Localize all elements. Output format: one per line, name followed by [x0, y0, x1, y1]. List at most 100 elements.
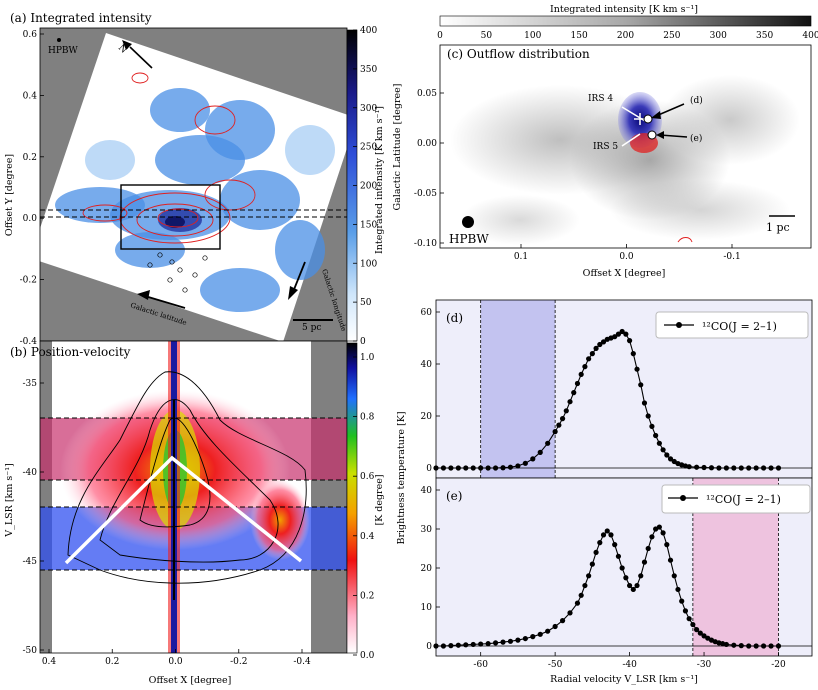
panel-d-data-point [716, 465, 722, 471]
panel-b: (b) Position-velocity V_LSR [km s⁻¹] Off… [4, 340, 385, 686]
panel-a-colorbar-tick: 100 [360, 259, 377, 269]
panel-c-colorbar-tick: 0 [437, 31, 443, 41]
panel-a-map-field [40, 33, 347, 341]
panel-d-data-point [753, 465, 759, 471]
panel-b-colorbar-tick: 0.2 [360, 591, 374, 601]
panel-e-xtick: -40 [622, 660, 637, 670]
panel-d-data-point [656, 440, 662, 446]
panel-c-xtick: 0.1 [514, 252, 528, 262]
panel-c-ytick: -0.10 [414, 239, 437, 249]
panel-e-data-point [619, 565, 625, 571]
panel-c-ytick: 0.00 [417, 139, 437, 149]
panel-a-colorbar-label: Integrated intensity [K km s⁻¹] [374, 106, 385, 254]
panel-e-data-point [671, 573, 677, 579]
panel-c-map [450, 75, 800, 245]
panel-c-scalebar-label: 1 pc [766, 221, 790, 234]
panel-a-title: (a) Integrated intensity [10, 11, 152, 25]
panel-d-data-point [653, 432, 659, 439]
panel-e-data-point [746, 643, 752, 649]
panel-c-hpbw: HPBW [449, 232, 489, 246]
panel-e-data-point [690, 621, 696, 628]
panel-c-ytick: 0.05 [417, 89, 437, 99]
panel-d-data-point [597, 341, 603, 348]
panel-c-colorbar-tick: 400 [802, 31, 818, 41]
panel-b-xtick: 0.2 [105, 657, 119, 667]
panel-e-data-point [649, 534, 655, 540]
panel-a-colorbar-tick: 350 [360, 65, 377, 75]
panel-c-colorbar-label: Integrated intensity [K km s⁻¹] [550, 4, 698, 15]
panel-e-data-point [723, 641, 729, 648]
panel-d-data-point [686, 464, 692, 470]
panel-a-colorbar-tick: 250 [360, 143, 377, 153]
panel-d-data-point [440, 465, 447, 471]
panel-e: (e) ¹²CO(J = 2–1) 0 10 20 30 40 -60 -50 -40 -30… [421, 477, 813, 670]
panel-e-ytick: 0 [426, 642, 432, 652]
panel-d-data-point [567, 399, 573, 405]
panel-e-data-point [701, 633, 707, 639]
panel-d-data-point [634, 366, 640, 372]
panel-d-data-point [455, 465, 461, 471]
panel-e-data-point [753, 643, 759, 649]
panel-e-data-point [500, 639, 506, 645]
panel-e-data-point [679, 598, 685, 604]
panel-c-ylabel: Galactic Latitude [degree] [392, 84, 403, 211]
panel-e-data-point [612, 542, 618, 548]
panel-e-data-point [608, 532, 614, 538]
irs5-label: IRS 5 [593, 142, 618, 152]
panel-d-data-point [586, 356, 592, 362]
panel-d-data-point [574, 380, 581, 387]
pv-contours [67, 371, 307, 584]
panel-a-ytick: 0.6 [23, 30, 38, 40]
panel-e-data-point [559, 618, 566, 624]
panel-d-ytick: 60 [421, 308, 433, 318]
panel-e-data-point [515, 637, 521, 643]
panel-d-data-point [571, 390, 577, 396]
panel-b-title: (b) Position-velocity [10, 345, 131, 359]
panel-c-xtick: -0.1 [723, 252, 740, 262]
panel-d-ytick: 20 [421, 412, 433, 422]
panel-d-ytick: 0 [426, 464, 432, 474]
panel-a-scalebar: 5 pc [293, 319, 333, 333]
panel-e-ytick: 30 [421, 525, 433, 535]
panel-d-data-point [500, 465, 506, 471]
panel-e-data-point [582, 582, 588, 589]
panel-c-colorbar-tick: 50 [481, 31, 493, 41]
panel-b-colorbar-tick: 0.0 [360, 651, 375, 661]
panel-e-data-point [768, 643, 774, 649]
panel-b-xticks: 0.4 0.2 0.0 -0.2 -0.4 [42, 649, 311, 667]
panel-d-data-point [515, 463, 521, 469]
panel-b-colorbar-label: [K degree] [374, 474, 385, 525]
panel-d-data-point [552, 429, 558, 435]
position-d-arrow: (d) [651, 95, 703, 119]
panel-c-yticks: 0.05 0.00 -0.05 -0.10 [414, 89, 444, 249]
panel-d-data-point [556, 422, 562, 428]
panel-d-data-point [463, 465, 469, 471]
panel-b-xtick: 0.0 [168, 657, 183, 667]
panel-a-colorbar-tick: 200 [360, 182, 377, 192]
panel-d-data-point [612, 334, 618, 340]
panel-e-xtick: -60 [473, 660, 488, 670]
panel-a-emission [55, 88, 335, 312]
panel-d-ytick: 40 [421, 360, 433, 370]
panel-d-data-point [619, 328, 625, 335]
panel-b-colorbar-tick: 0.6 [360, 472, 375, 482]
panel-d-data-point [645, 413, 651, 419]
panel-c-colorbar [439, 15, 812, 27]
panel-d-data-point [667, 456, 674, 462]
panel-e-data-point [478, 641, 484, 647]
panel-e-data-point [567, 610, 573, 616]
panel-e-data-point [738, 643, 744, 649]
panel-e-data-point [448, 643, 454, 649]
panel-d-data-point [626, 338, 633, 344]
panel-c-colorbar-tick: 150 [571, 31, 588, 41]
panel-e-yticks: 0 10 20 30 40 [421, 486, 440, 652]
position-e-label: (e) [690, 133, 702, 144]
panel-d-data-point [708, 465, 715, 471]
panel-b-yticks: -35 -40 -45 -50 [23, 379, 44, 656]
panel-d-data-point [660, 447, 666, 453]
panel-b-colorbar [346, 342, 358, 654]
panel-a-sources [147, 252, 208, 293]
panel-a-beam [57, 38, 61, 42]
pv-wedge-lines [64, 455, 303, 565]
panel-e-data-point [675, 586, 681, 593]
